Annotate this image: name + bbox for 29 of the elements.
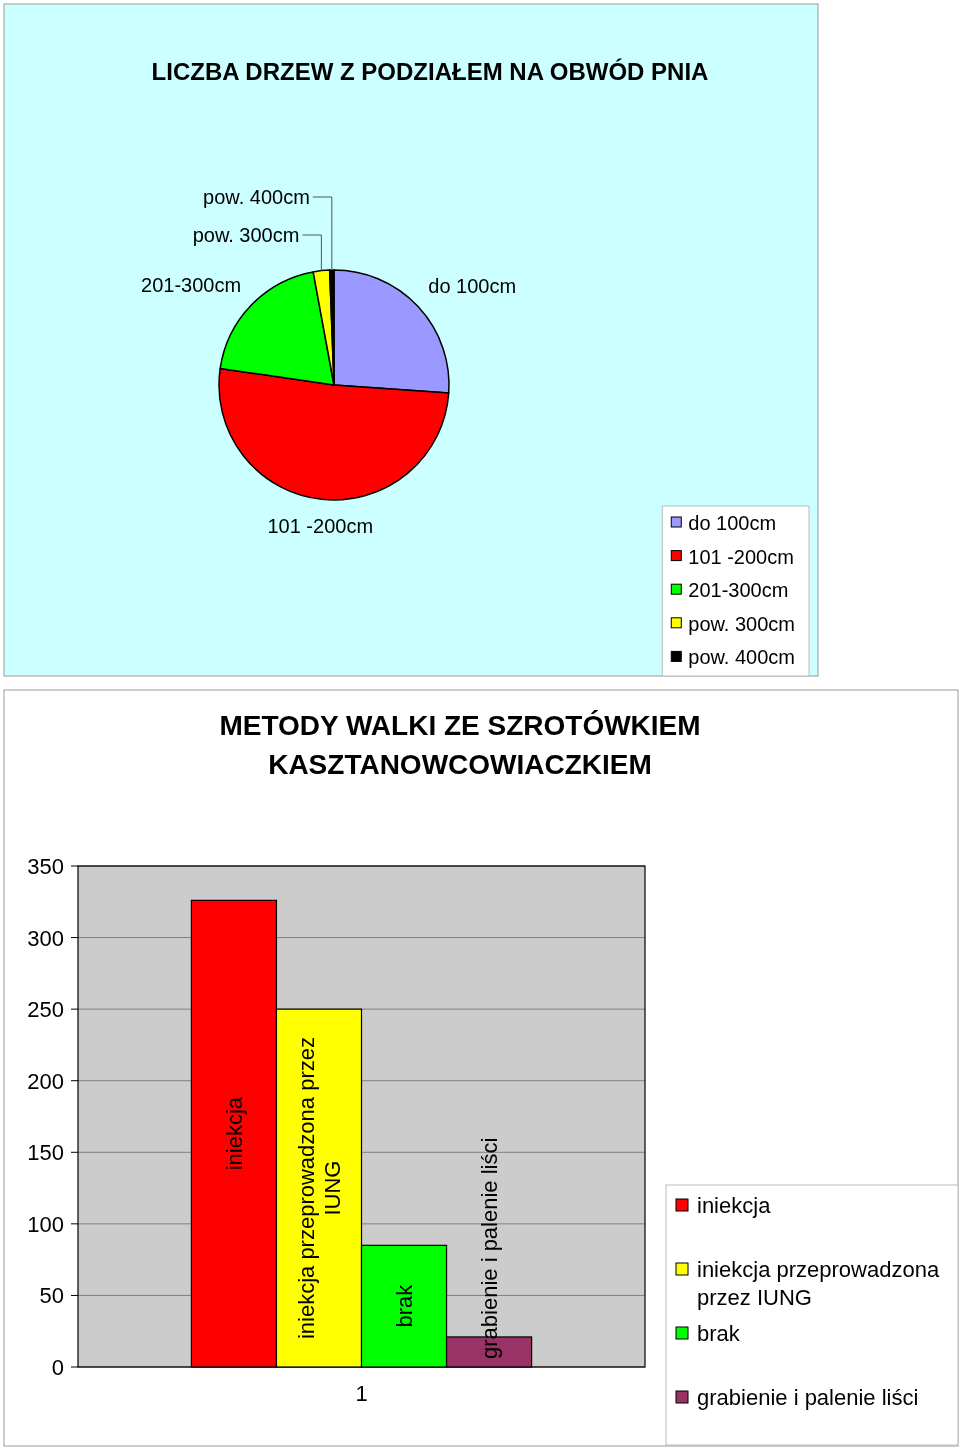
y-tick-label: 150 <box>27 1140 64 1166</box>
data-label: brak <box>392 1283 418 1328</box>
data-label: grabienie i palenie liści <box>477 1137 503 1359</box>
y-tick-label: 300 <box>27 925 64 951</box>
y-tick-label: 0 <box>51 1355 64 1380</box>
y-tick-label: 50 <box>39 1283 64 1309</box>
y-tick-label: 200 <box>27 1068 64 1094</box>
legend-label: iniekcja przeprowadzona przez IUNG <box>697 1257 940 1310</box>
slice-label: pow. 400cm <box>203 186 310 208</box>
legend-label: do 100cm <box>688 512 777 534</box>
slice-label: 101 -200cm <box>267 515 374 538</box>
data-label: iniekcja <box>221 1096 247 1171</box>
slice-label: do 100cm <box>428 274 517 297</box>
y-tick-label: 100 <box>27 1211 64 1237</box>
data-label: iniekcja przeprowadzona przez IUNG <box>293 1037 345 1340</box>
chart-title: METODY WALKI ZE SZROTÓWKIEM KASZTANOWCOWIACZKIEM <box>219 710 701 780</box>
y-tick-label: 250 <box>27 997 64 1023</box>
slice-label: pow. 300cm <box>192 224 300 246</box>
x-tick-label: 1 <box>355 1381 368 1406</box>
y-tick-label: 350 <box>27 854 64 879</box>
legend-label: 201-300cm <box>688 579 789 602</box>
legend-label: pow. 400cm <box>688 646 796 669</box>
legend-label: grabienie i palenie liści <box>697 1385 919 1410</box>
legend-label: 101 -200cm <box>688 545 794 568</box>
legend-label: iniekcja <box>697 1193 772 1218</box>
legend-label: pow. 300cm <box>688 612 796 635</box>
chart-title: LICZBA DRZEW Z PODZIAŁEM NA OBWÓD PNIA <box>151 58 709 85</box>
slice-label: 201-300cm <box>141 273 242 296</box>
legend-label: brak <box>697 1321 741 1346</box>
